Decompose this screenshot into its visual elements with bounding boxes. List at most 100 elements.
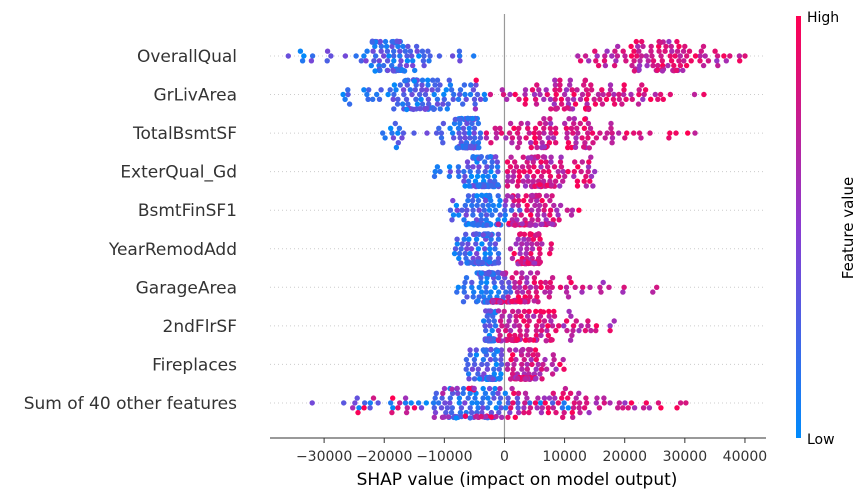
shap-point [634,53,640,59]
shap-point [392,120,398,127]
shap-point [688,58,694,64]
shap-point [486,259,493,265]
shap-point [340,91,346,98]
shap-point [609,130,615,136]
shap-point [546,313,552,319]
shap-point [564,130,570,136]
shap-point [402,395,409,401]
shap-point [500,284,506,290]
shap-point [467,91,474,98]
shap-point [620,289,626,295]
shap-point [633,38,639,45]
shap-point [506,318,512,324]
shap-point [527,270,534,276]
shap-point [537,120,543,127]
shap-point [533,366,539,372]
shap-point [479,241,485,247]
shap-point [585,91,591,98]
shap-point [579,159,585,165]
shap-point [490,202,496,209]
shap-point [549,371,556,377]
shap-point [516,197,522,204]
shap-point [539,241,545,247]
shap-point [513,356,519,363]
shap-point [620,405,626,411]
shap-point [571,120,577,127]
x-tick-label: 20000 [602,449,647,465]
shap-point [423,400,429,406]
shap-point [638,135,644,141]
shap-point [533,375,539,382]
shap-point [582,77,588,84]
shap-point [552,178,559,184]
shap-point [541,96,547,103]
shap-point [715,62,721,69]
shap-point [533,323,540,329]
shap-point [485,395,491,401]
shap-point [456,255,462,262]
points-layer [285,38,748,421]
shap-point [395,140,401,146]
shap-point [345,87,351,93]
shap-point [378,87,384,93]
shap-point [527,400,533,406]
shap-point [527,294,533,300]
shap-point [363,58,369,64]
shap-point [544,182,550,188]
shap-point [438,405,445,411]
shap-point [553,130,559,136]
shap-point [636,87,642,93]
shap-point [551,356,557,363]
shap-point [631,58,637,64]
shap-point [449,390,456,396]
shap-point [467,390,473,396]
shap-point [608,125,614,131]
shap-point [537,182,543,188]
shap-point [474,202,480,209]
shap-point [559,395,565,401]
shap-point [524,361,530,368]
shap-point [674,38,680,45]
shap-point [499,323,505,329]
shap-point [569,87,575,93]
shap-point [705,58,712,64]
shap-point [552,96,558,103]
shap-point [511,250,517,257]
shap-point [499,279,505,286]
shap-point [635,101,642,107]
shap-point [527,284,534,290]
shap-point [454,145,461,151]
shap-point [524,246,530,252]
shap-point [465,115,471,122]
shap-point [462,144,469,150]
shap-point [542,279,549,286]
shap-point [512,212,518,218]
shap-point [526,409,532,416]
shap-point [416,53,422,59]
shap-point [490,376,496,382]
shap-point [481,318,487,324]
shap-point [456,130,462,136]
shap-point [583,395,589,401]
shap-point [470,87,477,93]
shap-point [519,241,525,247]
shap-point [582,53,589,59]
shap-point [467,405,473,411]
shap-point [587,284,593,290]
shap-point [534,82,540,88]
shap-point [516,168,522,175]
shap-point [461,217,467,223]
shap-point [441,96,447,103]
shap-point [685,130,691,136]
shap-point [455,168,462,175]
shap-point [371,58,377,64]
shap-point [462,135,468,141]
shap-point [538,409,545,416]
shap-point [631,68,638,74]
shap-point [404,82,410,88]
shap-point [475,405,481,411]
shap-point [638,53,645,59]
shap-point [607,323,613,329]
shap-point [602,53,608,59]
shap-point [507,91,513,98]
